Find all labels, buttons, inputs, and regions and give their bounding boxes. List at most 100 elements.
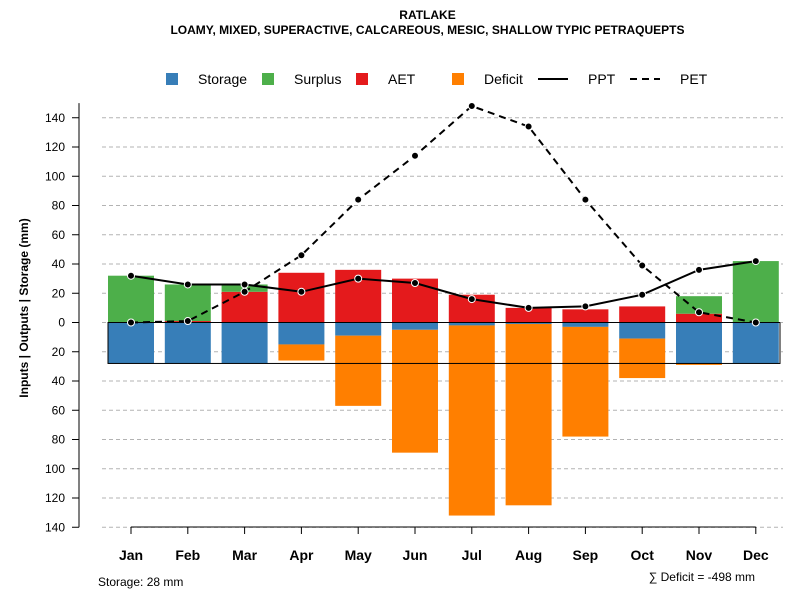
ppt-point xyxy=(581,302,590,311)
lines xyxy=(127,102,760,327)
deficit-bar xyxy=(619,338,666,379)
surplus-bar xyxy=(732,261,779,323)
y-tick-label: 140 xyxy=(45,111,65,125)
legend-label-aet: AET xyxy=(388,71,416,87)
ppt-point xyxy=(354,274,363,283)
aet-bar xyxy=(505,307,552,323)
y-tick-label: 140 xyxy=(45,520,65,534)
ppt-point xyxy=(297,287,306,296)
y-tick-label: 120 xyxy=(45,491,65,505)
storage-note: Storage: 28 mm xyxy=(98,575,184,589)
pet-point xyxy=(695,308,703,317)
y-tick-label: 60 xyxy=(52,228,66,242)
aet-bar xyxy=(619,306,666,323)
deficit-bar xyxy=(392,329,438,453)
storage-capacity-box xyxy=(107,322,781,364)
x-tick-label-may: May xyxy=(345,547,372,563)
axes: 140 120 100 80 60 40 20 0 20 40 60 80 100 120 140 Input… xyxy=(17,103,769,563)
ppt-point xyxy=(240,280,249,289)
pet-point xyxy=(127,318,135,327)
surplus-bar xyxy=(108,275,154,323)
y-tick-label: 120 xyxy=(45,140,65,154)
pet-point xyxy=(183,317,192,326)
chart-title: RATLAKE xyxy=(399,8,456,22)
pet-point xyxy=(751,318,760,327)
pet-point xyxy=(638,261,647,270)
y-axis-title: Inputs | Outputs | Storage (mm) xyxy=(17,218,31,397)
legend-label-ppt: PPT xyxy=(588,71,616,87)
legend-label-deficit: Deficit xyxy=(484,71,523,87)
surplus-bar xyxy=(676,296,722,314)
x-tick-label-jan: Jan xyxy=(119,547,143,563)
x-tick-label-jul: Jul xyxy=(462,547,482,563)
storage-bar xyxy=(676,322,722,364)
x-tick-label-aug: Aug xyxy=(515,547,542,563)
legend-label-pet: PET xyxy=(680,71,708,87)
pet-point xyxy=(354,195,363,204)
ppt-point xyxy=(411,279,419,288)
legend-swatch-storage xyxy=(166,73,178,85)
y-tick-label: 100 xyxy=(45,169,65,183)
pet-point xyxy=(581,195,590,204)
x-tick-label-oct: Oct xyxy=(631,547,655,563)
aet-bar xyxy=(562,309,609,323)
x-tick-label-apr: Apr xyxy=(289,547,314,563)
x-tick-label-feb: Feb xyxy=(175,547,200,563)
storage-bar xyxy=(392,322,438,330)
x-tick-label-jun: Jun xyxy=(403,547,428,563)
deficit-bar xyxy=(562,326,609,437)
pet-point xyxy=(411,151,419,160)
storage-bar xyxy=(221,322,268,364)
deficit-note: ∑ Deficit = -498 mm xyxy=(648,570,755,584)
ppt-point xyxy=(695,265,703,274)
ppt-point xyxy=(751,257,760,266)
storage-bar xyxy=(732,322,779,364)
legend-label-surplus: Surplus xyxy=(294,71,341,87)
bars xyxy=(108,261,779,516)
ppt-line xyxy=(130,260,756,309)
legend-swatch-aet xyxy=(356,73,368,85)
aet-bar xyxy=(221,291,268,323)
x-tick-label-dec: Dec xyxy=(743,547,769,563)
storage-bar xyxy=(619,322,666,339)
pet-point xyxy=(467,102,476,111)
deficit-bar xyxy=(278,344,325,361)
storage-bar xyxy=(448,322,495,326)
storage-capacity-outline xyxy=(107,322,781,364)
x-tick-label-nov: Nov xyxy=(686,547,713,563)
pet-line xyxy=(130,104,756,324)
storage-bar xyxy=(108,322,154,364)
ppt-point xyxy=(524,303,533,312)
storage-bar xyxy=(164,322,211,364)
ppt-point xyxy=(638,290,647,299)
pet-point xyxy=(240,287,249,296)
legend-swatch-surplus xyxy=(262,73,274,85)
storage-bar xyxy=(505,322,552,324)
deficit-bar xyxy=(676,363,722,365)
aet-bar xyxy=(278,272,325,323)
deficit-bar xyxy=(335,335,382,406)
deficit-bar xyxy=(505,323,552,506)
y-tick-label: 0 xyxy=(58,316,65,330)
chart-subtitle: LOAMY, MIXED, SUPERACTIVE, CALCAREOUS, M… xyxy=(170,23,685,37)
storage-bar xyxy=(278,322,325,345)
chart-title-block: RATLAKE LOAMY, MIXED, SUPERACTIVE, CALCA… xyxy=(0,8,800,38)
legend: Storage Surplus AET Deficit PPT PET xyxy=(166,71,708,87)
ppt-point xyxy=(467,295,476,304)
y-tick-label: 80 xyxy=(52,199,66,213)
y-tick-label: 20 xyxy=(52,345,66,359)
y-tick-label: 80 xyxy=(52,433,66,447)
storage-bar xyxy=(562,322,609,327)
aet-bar xyxy=(676,313,722,323)
y-tick-label: 40 xyxy=(52,257,66,271)
x-tick-label-sep: Sep xyxy=(573,547,599,563)
x-tick-label-mar: Mar xyxy=(232,547,257,563)
y-tick-label: 20 xyxy=(52,286,66,300)
ppt-point xyxy=(127,271,135,280)
ppt-point xyxy=(183,280,192,289)
pet-point xyxy=(297,251,306,260)
y-tick-label: 40 xyxy=(52,374,66,388)
y-tick-label: 60 xyxy=(52,403,66,417)
pet-point xyxy=(524,122,533,131)
